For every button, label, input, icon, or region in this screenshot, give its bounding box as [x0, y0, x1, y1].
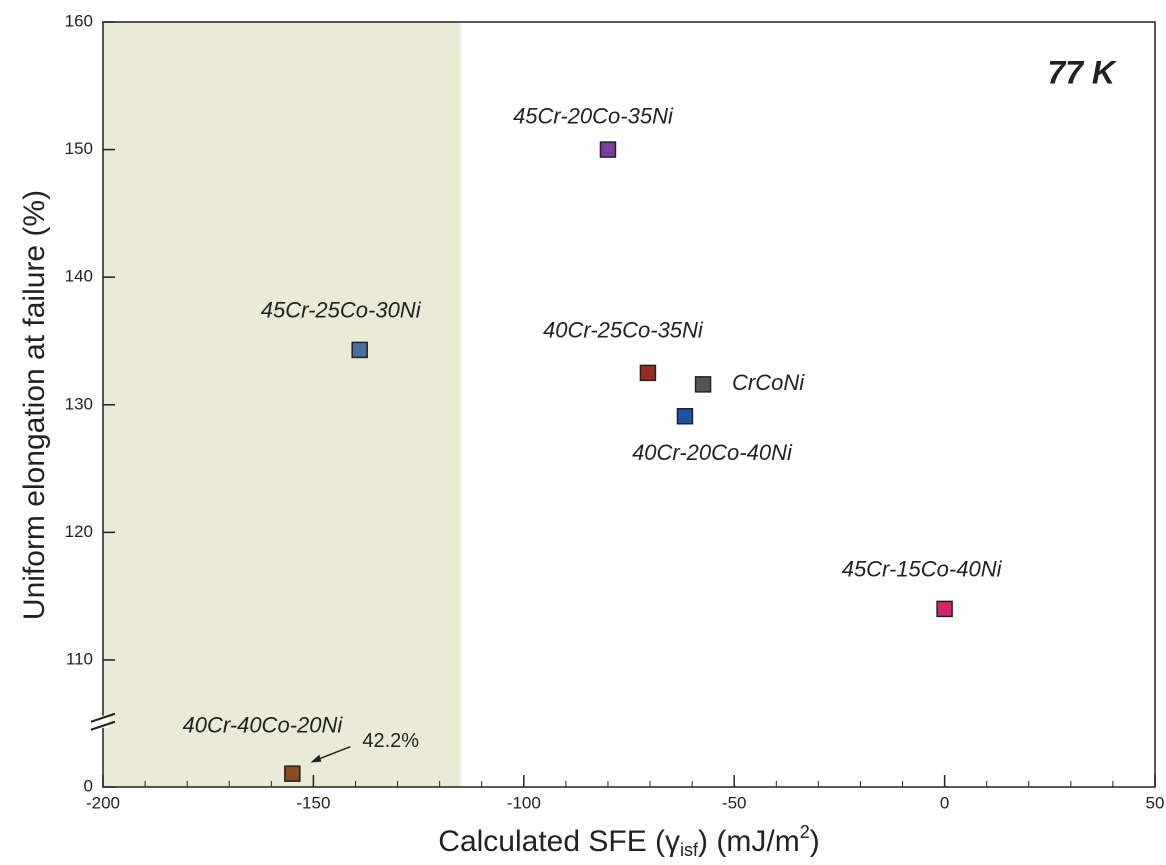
- x-tick-label: -200: [86, 793, 120, 812]
- y-tick-label: 120: [65, 522, 93, 541]
- data-point: [284, 765, 301, 782]
- data-point: [351, 341, 368, 359]
- shaded-region: [103, 22, 461, 787]
- annotation: 77 K: [1047, 54, 1117, 90]
- y-tick-label: 110: [66, 649, 93, 668]
- x-label-part: 2: [800, 822, 810, 842]
- x-tick-label: -50: [722, 793, 747, 812]
- point-label: 40Cr-40Co-20Ni: [182, 712, 343, 737]
- x-axis-label: Calculated SFE (γisf) (mJ/m2): [438, 822, 819, 860]
- value-label: 42.2%: [362, 730, 419, 752]
- x-tick-label: -150: [296, 793, 330, 812]
- data-point: [936, 600, 953, 618]
- x-label-part: ): [810, 825, 820, 858]
- data-point: [599, 141, 617, 158]
- point-label: CrCoNi: [732, 370, 805, 395]
- y-tick-label: 0: [84, 776, 93, 795]
- x-label-part: Calculated SFE (γ: [438, 825, 680, 858]
- x-tick-label: 0: [940, 793, 949, 812]
- data-point: [694, 376, 712, 393]
- x-tick-label: 50: [1146, 793, 1165, 812]
- y-tick-label: 150: [65, 139, 93, 158]
- x-label-part: isf: [680, 840, 699, 860]
- point-label: 45Cr-20Co-35Ni: [513, 103, 674, 128]
- point-label: 45Cr-15Co-40Ni: [842, 557, 1003, 582]
- x-label-part: ) (mJ/m: [698, 825, 800, 858]
- axis-break: [90, 720, 116, 731]
- point-label: 45Cr-25Co-30Ni: [261, 298, 422, 323]
- point-label: 40Cr-25Co-35Ni: [543, 318, 704, 343]
- y-tick-label: 130: [65, 394, 93, 413]
- y-axis-label: Uniform elongation at failure (%): [18, 190, 51, 620]
- data-point: [639, 364, 657, 382]
- point-label: 40Cr-20Co-40Ni: [632, 440, 793, 465]
- y-tick-label: 160: [65, 11, 93, 30]
- x-tick-label: -100: [507, 793, 541, 812]
- y-tick-label: 140: [65, 267, 93, 286]
- value-arrowhead: [310, 754, 322, 763]
- axis-break: [90, 712, 116, 723]
- data-point: [676, 408, 694, 425]
